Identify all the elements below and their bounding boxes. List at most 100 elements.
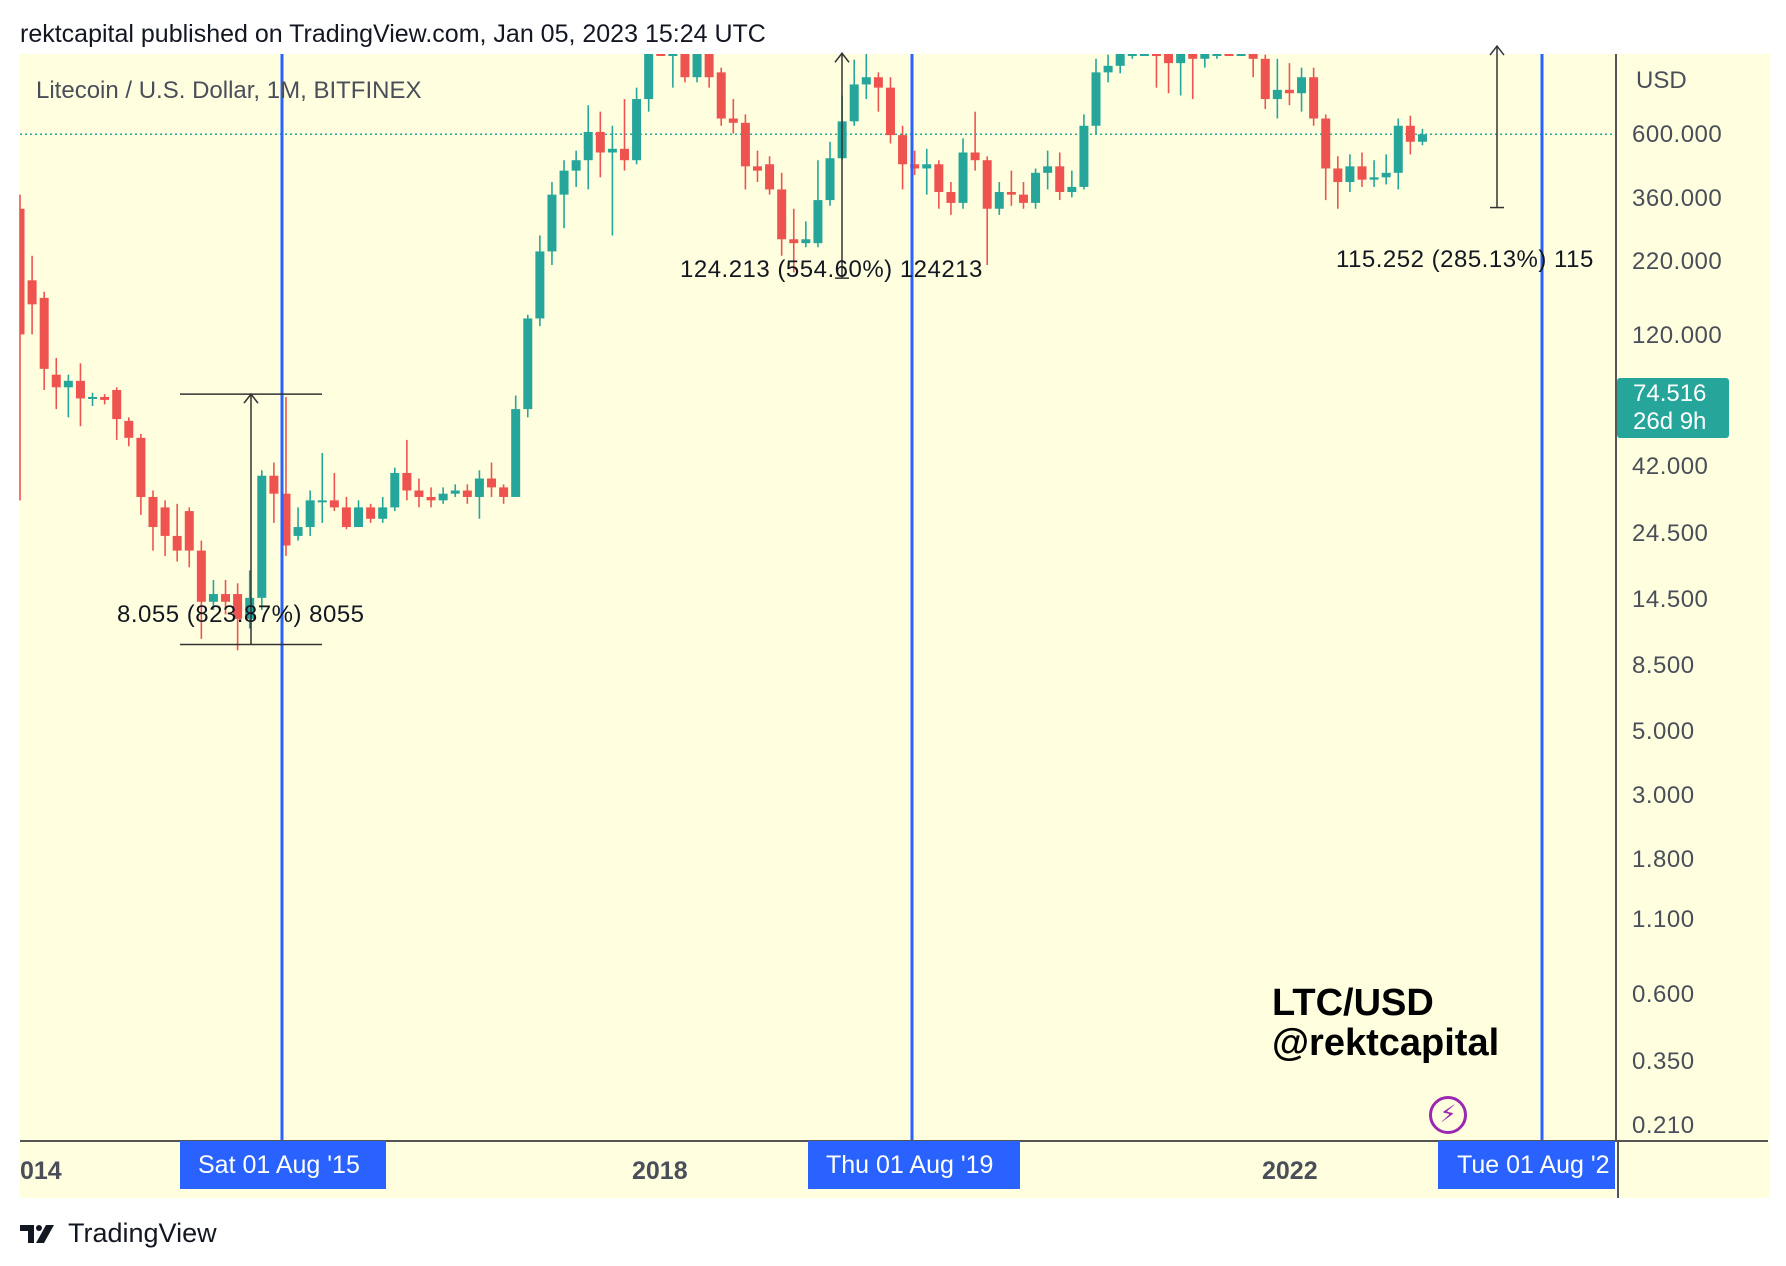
publish-header: rektcapital published on TradingView.com…	[20, 20, 766, 48]
measure-label: 115.252 (285.13%) 115	[1336, 246, 1594, 273]
price-tick: 24.500	[1632, 520, 1709, 547]
candle-body	[910, 164, 920, 169]
price-tick: 120.000	[1632, 322, 1723, 349]
candle-body	[88, 396, 98, 399]
candle-body	[1115, 54, 1125, 66]
price-tick: 0.600	[1632, 981, 1695, 1008]
candle-body	[946, 192, 956, 203]
candle-body	[680, 54, 690, 78]
candle-body	[269, 475, 279, 494]
lightning-icon[interactable]: ⚡	[1429, 1096, 1467, 1134]
price-tick: 0.210	[1632, 1112, 1695, 1139]
candle-body	[1321, 118, 1331, 169]
candle-body	[20, 208, 25, 335]
candle-body	[1151, 54, 1161, 56]
watermark-handle: @rektcapital	[1272, 1022, 1500, 1064]
candle-body	[233, 594, 243, 619]
symbol-title: Litecoin / U.S. Dollar, 1M, BITFINEX	[36, 77, 422, 104]
candle-body	[1393, 125, 1403, 173]
candle-body	[221, 594, 231, 602]
candle-body	[487, 478, 497, 488]
footer-brand[interactable]: TradingView	[68, 1218, 217, 1248]
candle-body	[341, 507, 351, 528]
candle-body	[1018, 194, 1028, 203]
candle-body	[885, 87, 895, 136]
tradingview-logo-icon	[20, 1224, 54, 1243]
candle-body	[1079, 125, 1089, 187]
candle-body	[281, 493, 291, 546]
candle-body	[329, 500, 339, 508]
candle-body	[51, 374, 61, 388]
candle-body	[1381, 172, 1391, 178]
candle-body	[75, 380, 85, 399]
candle-body	[1212, 54, 1222, 56]
candle-body	[414, 490, 424, 497]
candle-body	[511, 409, 521, 497]
price-tick: 1.800	[1632, 846, 1695, 873]
candle-body	[668, 54, 678, 56]
candle-body	[825, 158, 835, 201]
time-marker-badge: Sat 01 Aug '15	[180, 1141, 386, 1189]
price-tick: 14.500	[1632, 586, 1709, 613]
candle-body	[873, 77, 883, 88]
current-price-value: 74.516	[1633, 380, 1707, 407]
candle-body	[523, 318, 533, 410]
candle-body	[1127, 54, 1137, 56]
measure-label: 8.055 (823.87%) 8055	[117, 601, 365, 628]
candle-body	[1176, 54, 1186, 64]
candle-body	[607, 148, 617, 153]
candle-body	[402, 472, 412, 491]
candle-body	[740, 122, 750, 167]
candle-body	[245, 597, 255, 619]
candle-body	[752, 166, 762, 171]
candle-body	[1260, 58, 1270, 100]
price-tick: 600.000	[1632, 121, 1723, 148]
candle-body	[378, 507, 388, 519]
candle-body	[136, 437, 146, 497]
candle-body	[1188, 54, 1198, 59]
candle-body	[112, 389, 122, 420]
price-tick: 220.000	[1632, 248, 1723, 275]
price-scale[interactable]	[1615, 54, 1770, 1140]
candle-body	[1055, 166, 1065, 193]
candle-body	[958, 152, 968, 203]
candle-body	[1043, 166, 1053, 173]
candle-body	[728, 118, 738, 123]
candle-body	[293, 527, 303, 536]
candle-body	[354, 507, 364, 528]
price-tick: 0.350	[1632, 1048, 1695, 1075]
candle-body	[474, 478, 484, 497]
candle-body	[317, 500, 327, 503]
candle-body	[571, 160, 581, 171]
watermark-pair: LTC/USD	[1272, 982, 1434, 1024]
candle-body	[1164, 54, 1174, 64]
candle-body	[1297, 77, 1307, 94]
measure-arrow	[834, 52, 850, 63]
candle-body	[438, 493, 448, 501]
candle-body	[499, 487, 509, 497]
candle-body	[1272, 89, 1282, 100]
candle-body	[1031, 172, 1041, 203]
bar-countdown: 26d 9h	[1633, 408, 1707, 435]
candle-body	[535, 251, 545, 319]
candle-body	[777, 189, 787, 240]
candle-body	[184, 511, 194, 551]
candle-body	[172, 535, 182, 551]
price-tick: 1.100	[1632, 906, 1695, 933]
candle-body	[450, 490, 460, 494]
candle-body	[39, 297, 49, 369]
candle-body	[813, 200, 823, 244]
price-tick: 360.000	[1632, 185, 1723, 212]
candle-body	[1369, 177, 1379, 180]
candle-body	[716, 72, 726, 119]
candle-body	[1284, 89, 1294, 94]
candle-body	[208, 594, 218, 602]
candle-body	[1417, 134, 1427, 142]
candle-body	[27, 280, 37, 305]
candle-body	[982, 160, 992, 209]
current-price-tag: 74.516 26d 9h	[1617, 378, 1729, 438]
candle-body	[559, 170, 569, 195]
candle-body	[994, 192, 1004, 209]
candle-body	[1236, 54, 1246, 56]
